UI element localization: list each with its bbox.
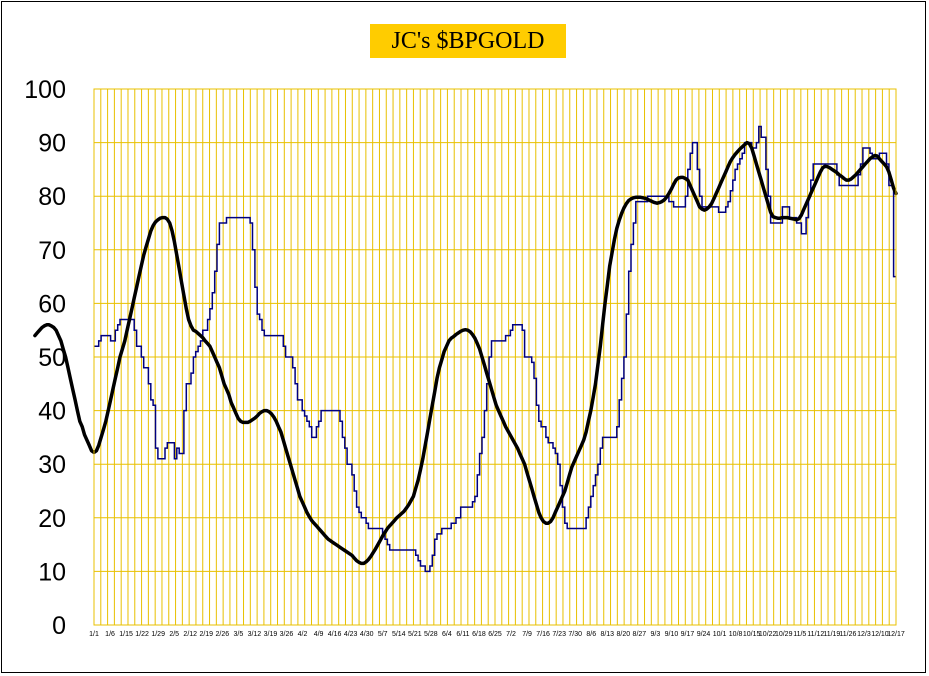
plot-border [93, 88, 897, 626]
x-tick-label: 3/5 [233, 631, 243, 638]
x-tick-label: 7/23 [552, 631, 566, 638]
x-tick-label: 1/1 [89, 631, 99, 638]
x-tick-label: 4/16 [328, 631, 342, 638]
x-tick-label: 3/26 [280, 631, 294, 638]
y-tick-label: 60 [38, 290, 66, 318]
x-tick-label: 5/28 [424, 631, 438, 638]
x-tick-label: 12/17 [887, 631, 905, 638]
y-tick-label: 0 [52, 612, 66, 640]
x-tick-label: 12/10 [871, 631, 889, 638]
x-tick-label: 7/2 [506, 631, 516, 638]
x-tick-label: 6/4 [442, 631, 452, 638]
x-tick-label: 9/10 [665, 631, 679, 638]
x-tick-label: 8/6 [586, 631, 596, 638]
chart-title: JC's $BPGOLD [370, 24, 566, 58]
x-tick-label: 4/9 [314, 631, 324, 638]
x-tick-label: 11/26 [839, 631, 856, 638]
x-tick-label: 8/13 [600, 631, 614, 638]
x-tick-label: 4/30 [360, 631, 374, 638]
y-tick-label: 40 [38, 398, 66, 426]
x-tick-label: 8/27 [633, 631, 647, 638]
x-tick-label: 3/12 [248, 631, 262, 638]
x-axis-tick-labels: 1/1 1/6 1/15 1/22 1/29 2/5 2/12 2/19 2/26 3/5 3/12… [89, 631, 905, 638]
y-tick-label: 100 [24, 76, 66, 104]
series-lines [33, 125, 898, 573]
x-tick-label: 10/8 [729, 631, 743, 638]
series-line-smoothed [33, 140, 898, 566]
x-tick-label: 6/25 [488, 631, 502, 638]
x-tick-label: 6/11 [456, 631, 469, 638]
x-tick-label: 8/20 [617, 631, 631, 638]
x-tick-label: 10/29 [775, 631, 793, 638]
x-tick-label: 7/16 [536, 631, 550, 638]
x-tick-label: 7/30 [568, 631, 582, 638]
x-tick-label: 2/12 [183, 631, 197, 638]
y-tick-label: 70 [38, 237, 66, 265]
y-tick-label: 90 [38, 130, 66, 158]
x-tick-label: 5/14 [392, 631, 406, 638]
x-tick-label: 6/18 [472, 631, 486, 638]
x-tick-label: 10/15 [743, 631, 761, 638]
x-tick-label: 4/2 [298, 631, 308, 638]
x-tick-label: 4/23 [344, 631, 358, 638]
x-tick-label: 11/5 [793, 631, 806, 638]
x-tick-label: 1/6 [105, 631, 115, 638]
x-tick-label: 5/21 [408, 631, 422, 638]
x-tick-label: 10/22 [759, 631, 777, 638]
x-tick-label: 2/26 [216, 631, 230, 638]
x-tick-label: 12/3 [857, 631, 871, 638]
x-tick-label: 9/17 [681, 631, 695, 638]
x-tick-label: 1/22 [135, 631, 149, 638]
y-tick-label: 10 [38, 558, 66, 586]
x-tick-label: 9/3 [651, 631, 661, 638]
x-tick-label: 11/12 [807, 631, 824, 638]
x-tick-label: 10/1 [713, 631, 727, 638]
y-tick-label: 30 [38, 451, 66, 479]
x-tick-label: 1/29 [151, 631, 165, 638]
x-tick-label: 3/19 [264, 631, 278, 638]
x-tick-label: 2/5 [169, 631, 179, 638]
x-tick-label: 1/15 [119, 631, 133, 638]
x-tick-label: 7/9 [522, 631, 532, 638]
x-tick-label: 11/19 [823, 631, 840, 638]
x-tick-label: 5/7 [378, 631, 388, 638]
x-tick-label: 2/19 [199, 631, 213, 638]
y-tick-label: 20 [38, 505, 66, 533]
x-tick-label: 9/24 [697, 631, 711, 638]
y-tick-label: 80 [38, 183, 66, 211]
